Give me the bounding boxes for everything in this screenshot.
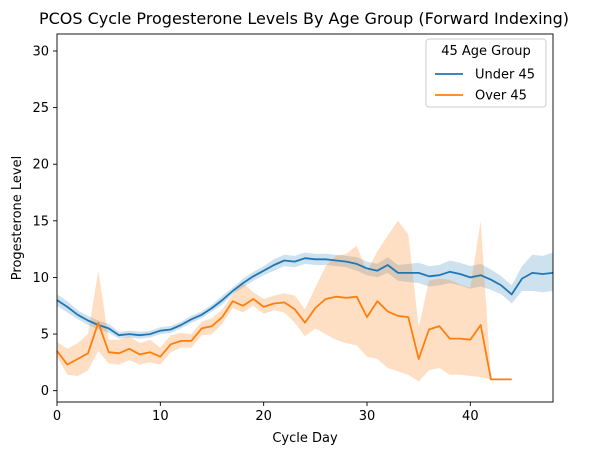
x-tick-label: 40 <box>462 409 479 424</box>
x-tick-label: 10 <box>152 409 169 424</box>
y-tick-label: 20 <box>32 158 49 173</box>
x-tick-label: 30 <box>359 409 376 424</box>
y-tick-label: 25 <box>32 101 49 116</box>
chart-title: PCOS Cycle Progesterone Levels By Age Gr… <box>39 9 569 28</box>
x-tick-label: 0 <box>53 409 61 424</box>
band-under-45 <box>57 252 553 339</box>
band-over-45 <box>57 220 512 382</box>
confidence-bands <box>57 220 553 382</box>
legend-box <box>425 38 547 108</box>
x-tick-label: 20 <box>255 409 272 424</box>
line-over-45 <box>56 295 512 381</box>
legend-title: 45 Age Group <box>441 44 531 59</box>
legend-label-over-45: Over 45 <box>475 89 527 104</box>
y-tick-label: 10 <box>32 271 49 286</box>
plot-frame <box>56 33 554 403</box>
line-under-45 <box>56 257 554 337</box>
y-tick-label: 5 <box>41 328 49 343</box>
y-tick-label: 30 <box>32 44 49 59</box>
y-tick-label: 15 <box>32 214 49 229</box>
series-lines <box>56 257 554 381</box>
legend: 45 Age Group Under 45 Over 45 <box>425 38 547 108</box>
y-tick-label: 0 <box>41 384 49 399</box>
x-axis-title: Cycle Day <box>272 431 338 446</box>
y-axis-title: Progesterone Level <box>10 156 25 280</box>
legend-label-under-45: Under 45 <box>475 68 535 83</box>
axes: 0 10 20 30 40 0 5 10 15 20 25 30 <box>32 33 554 424</box>
